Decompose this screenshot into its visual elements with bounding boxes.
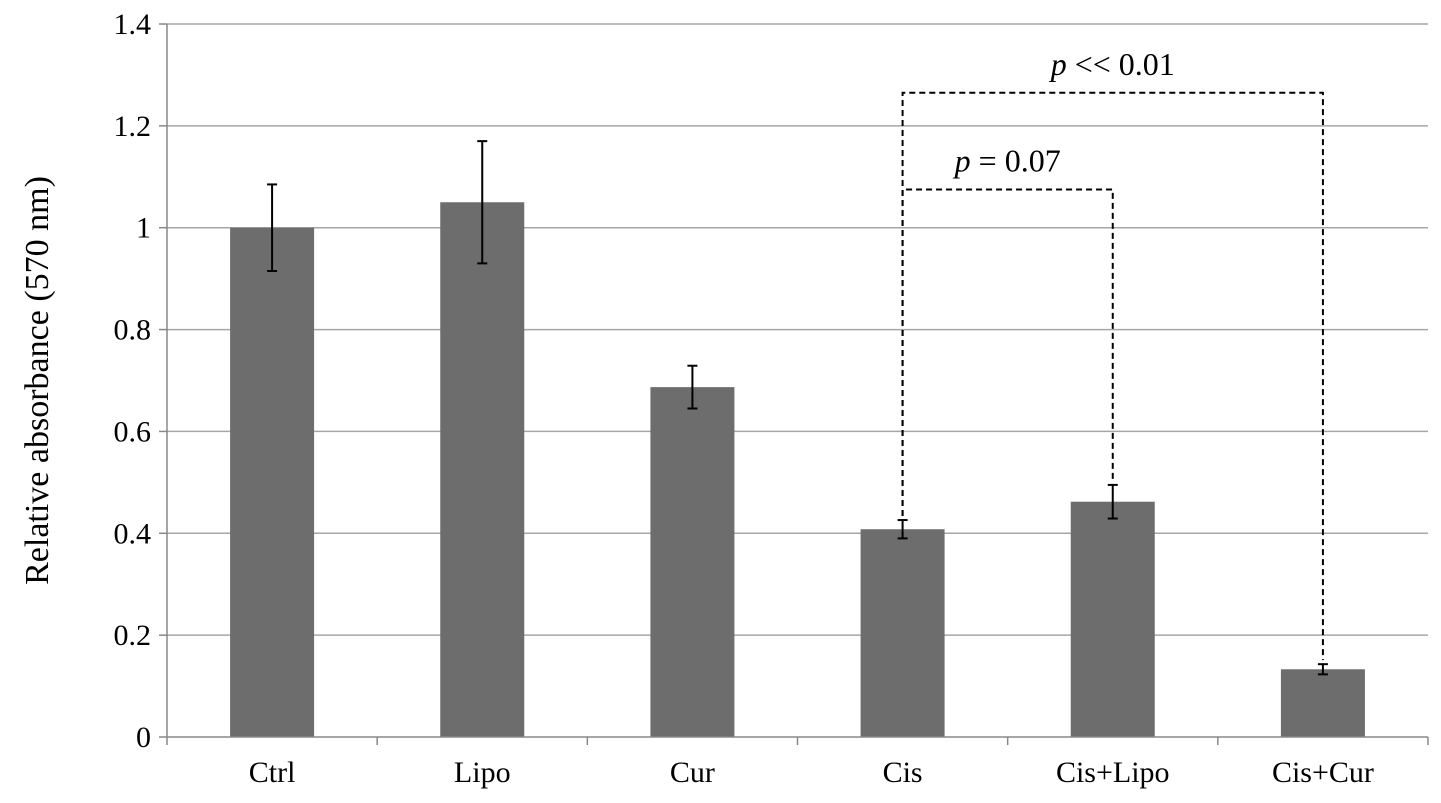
bar-cis	[860, 529, 945, 737]
bars	[230, 202, 1365, 737]
y-tick-label: 0.8	[114, 314, 152, 347]
y-tick-label: 1.4	[114, 8, 152, 41]
p-symbol: p	[953, 143, 971, 179]
bar-cis-cur	[1280, 669, 1365, 737]
y-tick-label: 0.2	[114, 619, 152, 652]
x-tick-label: Cis+Cur	[1272, 756, 1374, 789]
y-tick-label: 0.6	[114, 415, 152, 448]
x-tick-label: Cis+Lipo	[1056, 756, 1170, 789]
y-tick-labels: 0 0.2 0.4 0.6 0.8 1 1.2 1.4	[114, 8, 152, 754]
significance-bracket	[901, 188, 1114, 517]
x-tick-label: Cur	[670, 756, 715, 789]
grid-lines	[167, 23, 1428, 636]
y-tick-label: 1	[136, 212, 151, 245]
x-tick-label: Ctrl	[249, 756, 296, 789]
y-tick-label: 0	[136, 721, 151, 754]
p-value-text: = 0.07	[971, 143, 1061, 179]
p-value-text: << 0.01	[1067, 46, 1175, 82]
x-tick-label: Cis	[883, 756, 923, 789]
error-bars	[267, 140, 1328, 676]
bar-lipo	[440, 202, 525, 737]
significance-annotations: p = 0.07p << 0.01	[901, 46, 1324, 661]
p-value-label: p = 0.07	[953, 143, 1061, 179]
p-value-label: p << 0.01	[1049, 46, 1175, 82]
bar-cis-lipo	[1070, 501, 1155, 737]
x-tick-labels: Ctrl Lipo Cur Cis Cis+Lipo Cis+Cur	[249, 756, 1374, 789]
y-tick-label: 0.4	[114, 517, 152, 550]
y-tick-label: 1.2	[114, 110, 152, 143]
y-axis-label: Relative absorbance (570 nm)	[19, 176, 56, 585]
bar-ctrl	[230, 227, 315, 737]
significance-bracket	[901, 91, 1324, 661]
axes	[159, 23, 1429, 745]
x-tick-label: Lipo	[454, 756, 511, 789]
bar-cur	[650, 387, 735, 737]
p-symbol: p	[1049, 46, 1067, 82]
